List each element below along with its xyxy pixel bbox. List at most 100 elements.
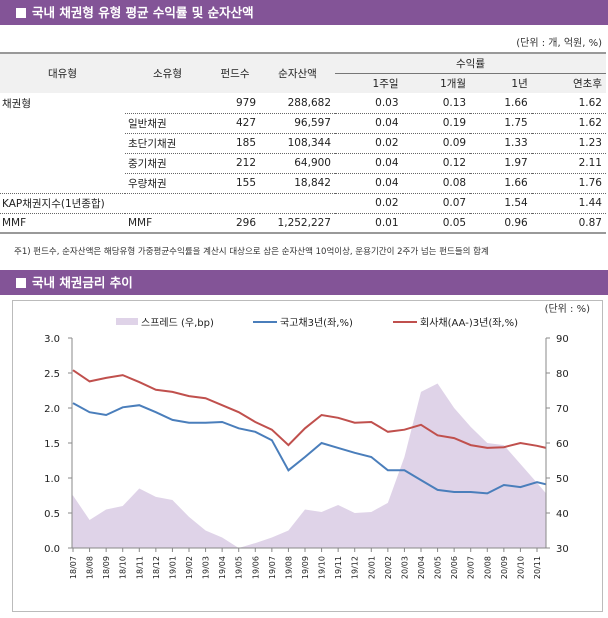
cell-minor: 초단기채권 (125, 132, 210, 153)
right-tick-label: 40 (556, 509, 569, 520)
cell-funds: 185 (210, 132, 260, 153)
cell-m1: 0.19 (402, 112, 471, 133)
cell-w1: 0.04 (335, 152, 403, 173)
chart-container (12, 300, 603, 612)
cell-major: KAP채권지수(1년종합) (0, 192, 125, 213)
corporate-3y-line (72, 369, 547, 449)
cell-minor (125, 192, 210, 213)
cell-ytd: 1.23 (531, 132, 606, 153)
x-tick-label: 19/06 (251, 556, 260, 579)
section-title: 국내 채권금리 추이 (32, 275, 133, 290)
table-row: 초단기채권 185 108,344 0.02 0.09 1.33 1.23 (0, 132, 606, 153)
x-tick-label: 20/06 (450, 556, 459, 579)
cell-m1: 0.12 (402, 152, 471, 173)
cell-major: MMF (0, 212, 125, 233)
left-tick-label: 1.0 (44, 474, 60, 485)
x-tick-label: 19/11 (334, 556, 343, 579)
cell-minor: MMF (125, 212, 210, 233)
left-tick-label: 3.0 (44, 334, 60, 345)
table-row: 일반채권 427 96,597 0.04 0.19 1.75 1.62 (0, 112, 606, 133)
cell-ytd: 1.62 (531, 112, 606, 133)
treasury-3y-line (72, 402, 547, 495)
cell-minor: 일반채권 (125, 112, 210, 133)
col-funds: 펀드수 (210, 53, 260, 93)
legend-label: 스프레드 (우,bp) (141, 317, 214, 329)
x-tick-label: 18/12 (152, 556, 161, 579)
cell-funds: 212 (210, 152, 260, 173)
right-tick-label: 80 (556, 369, 569, 380)
x-tick-label: 20/03 (400, 556, 409, 579)
left-tick-label: 2.0 (44, 404, 60, 415)
cell-m1: 0.08 (402, 172, 471, 193)
right-tick-label: 90 (556, 334, 569, 345)
cell-ytd: 1.62 (578, 96, 602, 109)
left-tick-label: 0.0 (44, 544, 60, 555)
right-tick-label: 50 (556, 474, 569, 485)
cell-funds (210, 192, 260, 213)
cell-y1: 1.66 (470, 172, 532, 193)
col-ytd: 연초후 (531, 73, 606, 93)
cell-ytd: 0.87 (531, 212, 606, 233)
x-tick-label: 20/05 (434, 556, 443, 579)
x-tick-label: 20/10 (516, 556, 525, 579)
x-tick-label: 19/12 (351, 556, 360, 579)
col-returns: 수익률 (335, 53, 606, 74)
legend-label: 국고채3년(좌,%) (280, 317, 353, 329)
x-tick-label: 18/11 (135, 556, 144, 579)
cell-major: 채권형 (2, 97, 31, 110)
left-tick-label: 1.5 (44, 439, 60, 450)
x-tick-label: 20/11 (533, 556, 542, 579)
table-row: 채권형 979 288,682 0.03 0.13 1.66 1.62 (0, 93, 606, 113)
cell-m1: 0.13 (442, 96, 467, 109)
x-tick-label: 20/04 (417, 556, 426, 579)
col-1m: 1개월 (402, 73, 471, 93)
cell-aum: 96,597 (260, 112, 335, 133)
cell-w1: 0.04 (335, 172, 403, 193)
cell-aum: 1,252,227 (260, 212, 335, 233)
x-tick-label: 19/07 (268, 556, 277, 579)
cell-ytd: 2.11 (531, 152, 606, 173)
x-tick-label: 20/02 (384, 556, 393, 579)
cell-w1: 0.04 (335, 112, 403, 133)
cell-minor: 중기채권 (125, 152, 210, 173)
x-tick-label: 19/04 (218, 556, 227, 579)
cell-w1: 0.01 (335, 212, 403, 233)
x-tick-label: 19/10 (318, 556, 327, 579)
x-tick-label: 20/09 (500, 556, 509, 579)
col-major: 대유형 (0, 53, 125, 93)
x-tick-label: 20/01 (367, 556, 376, 579)
cell-m1: 0.07 (402, 192, 471, 213)
x-tick-label: 18/09 (102, 556, 111, 579)
right-tick-label: 70 (556, 404, 569, 415)
cell-y1: 1.66 (504, 96, 528, 109)
cell-funds: 427 (210, 112, 260, 133)
cell-m1: 0.09 (402, 132, 471, 153)
spread-area (72, 383, 546, 548)
section-header-rates: 국내 채권금리 추이 (0, 270, 608, 295)
table-row: KAP채권지수(1년종합) 0.02 0.07 1.54 1.44 (0, 192, 606, 213)
left-tick-label: 0.5 (44, 509, 60, 520)
cell-aum: 18,842 (260, 172, 335, 193)
table-row: 우량채권 155 18,842 0.04 0.08 1.66 1.76 (0, 172, 606, 193)
x-tick-label: 19/08 (284, 556, 293, 579)
right-tick-label: 30 (556, 544, 569, 555)
x-tick-label: 19/05 (235, 556, 244, 579)
col-1y: 1년 (470, 73, 532, 93)
cell-ytd: 1.76 (531, 172, 606, 193)
cell-w1: 0.02 (335, 192, 403, 213)
cell-w1: 0.03 (375, 96, 399, 109)
cell-m1: 0.05 (402, 212, 471, 233)
footnote: 주1) 펀드수, 순자산액은 해당유형 가중평균수익률을 계산시 대상으로 삼은… (14, 247, 489, 257)
x-tick-label: 19/09 (301, 556, 310, 579)
cell-y1: 1.54 (470, 192, 532, 213)
col-minor: 소유형 (125, 53, 210, 93)
cell-funds: 155 (210, 172, 260, 193)
table-row: MMF MMF 296 1,252,227 0.01 0.05 0.96 0.87 (0, 212, 606, 233)
right-tick-label: 60 (556, 439, 569, 450)
cell-aum: 108,344 (260, 132, 335, 153)
legend-label: 회사채(AA-)3년(좌,%) (420, 317, 518, 329)
cell-funds: 296 (210, 212, 260, 233)
section-header-returns: 국내 채권형 유형 평균 수익률 및 순자산액 (0, 0, 608, 25)
cell-y1: 1.33 (470, 132, 532, 153)
